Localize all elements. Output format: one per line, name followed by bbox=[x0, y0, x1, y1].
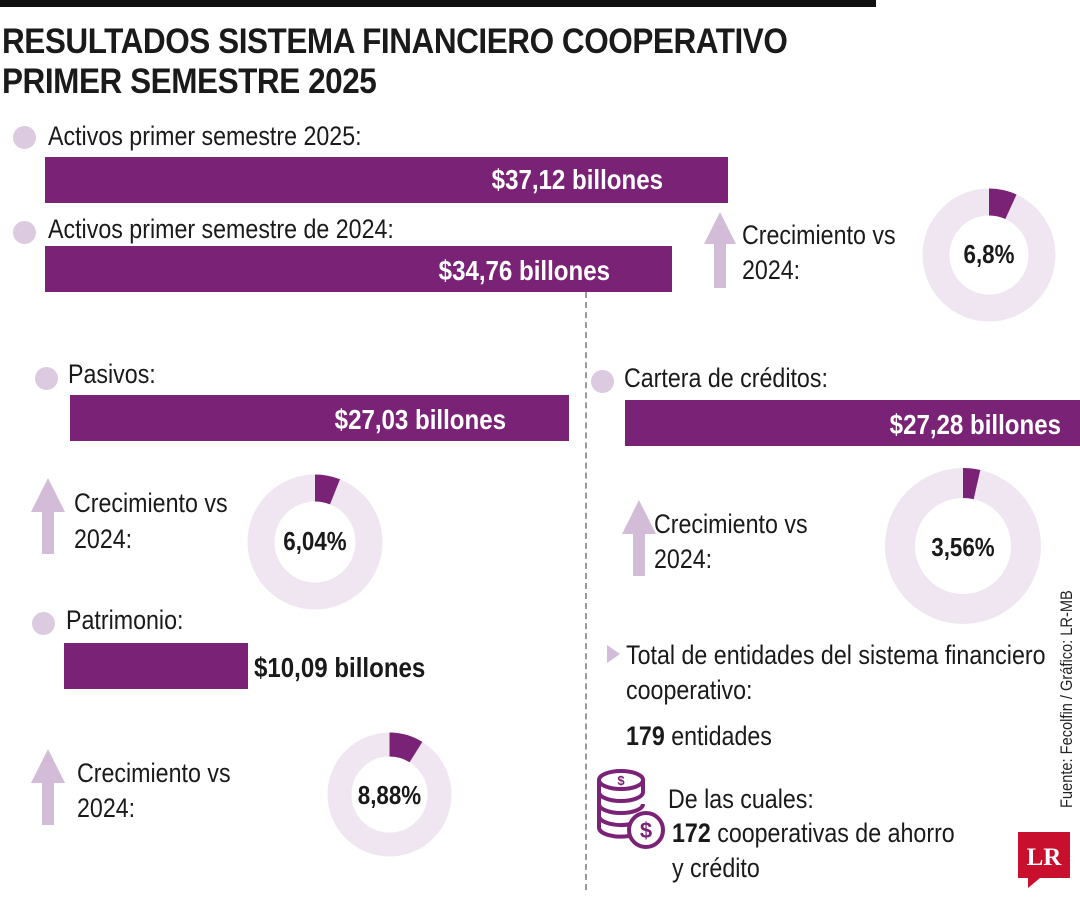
donut-patrimonio-fill bbox=[388, 732, 423, 763]
entidades-label-1: Total de entidades del sistema financier… bbox=[626, 640, 1046, 670]
donut-cartera-fill bbox=[962, 468, 981, 500]
donut-cartera-value: 3,56% bbox=[931, 532, 995, 562]
entidades-sub-suffix-1: cooperativas de ahorro bbox=[710, 818, 955, 848]
donut-pasivos-fill bbox=[314, 474, 341, 505]
title-line-1: RESULTADOS SISTEMA FINANCIERO COOPERATIV… bbox=[2, 22, 788, 61]
svg-text:$: $ bbox=[617, 773, 625, 788]
bar-cartera bbox=[625, 400, 1080, 446]
donut-patrimonio-value: 8,88% bbox=[357, 780, 422, 810]
entidades-count-suffix: entidades bbox=[664, 721, 772, 751]
pasivos-bullet bbox=[35, 367, 58, 390]
title-line-2: PRIMER SEMESTRE 2025 bbox=[2, 62, 377, 101]
bar-pasivos-value: $27,03 billones bbox=[334, 404, 506, 435]
donut-cartera bbox=[885, 468, 1041, 624]
lr-logo: LR bbox=[1018, 832, 1070, 888]
top-rule bbox=[0, 0, 876, 7]
bar-cartera-value: $27,28 billones bbox=[889, 409, 1061, 440]
cartera-growth-label-2: 2024: bbox=[654, 544, 713, 574]
donut-pasivos-value: 6,04% bbox=[283, 526, 347, 556]
activos-2025-label: Activos primer semestre 2025: bbox=[48, 121, 362, 151]
entidades-count-line: 179 entidades bbox=[626, 720, 772, 753]
activos-growth-label-2: 2024: bbox=[742, 255, 801, 285]
entidades-label-2: cooperativo: bbox=[626, 675, 753, 705]
entidades-sub-line-2: y crédito bbox=[672, 853, 760, 883]
donut-activos bbox=[922, 188, 1056, 322]
donut-pasivos bbox=[247, 474, 383, 610]
bar-activos-2024-value: $34,76 billones bbox=[438, 255, 610, 286]
activos-2025-bullet bbox=[13, 126, 36, 149]
activos-2024-label: Activos primer semestre de 2024: bbox=[48, 214, 394, 244]
patrimonio-growth-label-2: 2024: bbox=[77, 793, 136, 823]
entidades-sub-line-1: 172 cooperativas de ahorro bbox=[672, 817, 955, 850]
activos-2024-bullet bbox=[13, 221, 36, 244]
donut-activos-value: 6,8% bbox=[963, 239, 1015, 269]
pasivos-growth-label-2: 2024: bbox=[74, 524, 133, 554]
bar-activos-2024 bbox=[45, 246, 672, 292]
cartera-growth-label-1: Crecimiento vs bbox=[654, 509, 808, 539]
donut-activos-fill bbox=[988, 188, 1017, 220]
bar-patrimonio-value: $10,09 billones bbox=[254, 652, 426, 683]
cartera-bullet bbox=[591, 370, 614, 393]
donut-patrimonio bbox=[327, 732, 452, 857]
patrimonio-label: Patrimonio: bbox=[66, 605, 184, 635]
triangle-bullet-icon bbox=[607, 645, 620, 663]
svg-text:$: $ bbox=[640, 818, 652, 843]
up-arrow-icon bbox=[31, 478, 65, 554]
pasivos-label: Pasivos: bbox=[68, 359, 156, 389]
entidades-sub-label: De las cuales: bbox=[668, 784, 814, 814]
activos-growth-label-1: Crecimiento vs bbox=[742, 220, 896, 250]
up-arrow-icon bbox=[704, 212, 736, 288]
up-arrow-icon bbox=[31, 749, 65, 825]
entidades-sub-count: 172 bbox=[672, 818, 711, 848]
lr-logo-text: LR bbox=[1027, 844, 1063, 871]
bar-activos-2025-value: $37,12 billones bbox=[491, 164, 663, 195]
bar-patrimonio bbox=[64, 643, 248, 689]
cartera-label: Cartera de créditos: bbox=[624, 363, 828, 393]
column-divider bbox=[585, 292, 587, 890]
source-credit: Fuente: Fecolfin / Gráfico: LR-MB bbox=[1057, 590, 1076, 808]
bar-activos-2025 bbox=[45, 157, 728, 203]
pasivos-growth-label-1: Crecimiento vs bbox=[74, 488, 228, 518]
coins-dollar-icon: $ $ bbox=[597, 769, 665, 849]
up-arrow-icon bbox=[622, 500, 656, 576]
patrimonio-bullet bbox=[32, 612, 55, 635]
page-title: RESULTADOS SISTEMA FINANCIERO COOPERATIV… bbox=[2, 22, 788, 102]
patrimonio-growth-label-1: Crecimiento vs bbox=[77, 758, 231, 788]
bar-pasivos bbox=[70, 395, 569, 441]
entidades-count: 179 bbox=[626, 721, 665, 751]
